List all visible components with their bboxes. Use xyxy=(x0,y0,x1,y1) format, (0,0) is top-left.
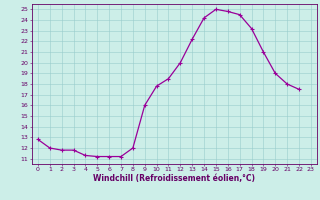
X-axis label: Windchill (Refroidissement éolien,°C): Windchill (Refroidissement éolien,°C) xyxy=(93,174,255,183)
